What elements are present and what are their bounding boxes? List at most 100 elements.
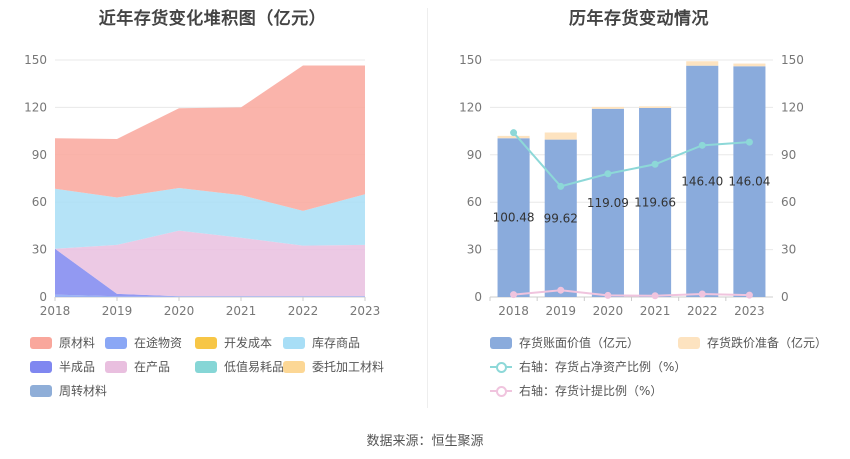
line-point xyxy=(510,129,518,137)
legend-item[interactable]: 低值易耗品 xyxy=(195,358,284,375)
legend-item[interactable]: 在途物资 xyxy=(105,334,182,351)
bar-value-label: 146.40 xyxy=(681,174,723,188)
bar-value-label: 146.04 xyxy=(728,175,770,189)
legend-item[interactable]: 库存商品 xyxy=(283,334,360,351)
panel-divider xyxy=(427,8,428,408)
bar-book-value xyxy=(591,108,624,297)
legend-label: 存货账面价值（亿元） xyxy=(519,336,640,350)
y-tick-label: 120 xyxy=(24,100,47,114)
x-tick-label: 2019 xyxy=(545,304,576,318)
bar-value-label: 100.48 xyxy=(493,211,535,225)
legend-swatch xyxy=(105,336,127,349)
line-point xyxy=(698,141,706,149)
legend-label: 委托加工材料 xyxy=(312,360,385,374)
legend-item[interactable]: 存货账面价值（亿元） xyxy=(490,334,639,351)
legend-item[interactable]: 原材料 xyxy=(30,334,95,351)
y-tick-label: 150 xyxy=(459,53,482,67)
bar-impairment xyxy=(686,61,719,66)
legend-item[interactable]: 委托加工材料 xyxy=(283,358,384,375)
left-chart-title: 近年存货变化堆积图（亿元） xyxy=(98,9,327,29)
line-point xyxy=(557,182,565,190)
area-series-在产品 xyxy=(55,230,365,297)
area-series-半成品 xyxy=(55,248,365,297)
line-point xyxy=(651,292,659,300)
y-tick-label: 0 xyxy=(39,290,47,304)
x-tick-label: 2023 xyxy=(734,304,765,318)
legend-swatch xyxy=(490,336,512,349)
y2-tick-label: 0 xyxy=(781,290,789,304)
line-point xyxy=(557,286,565,294)
y2-tick-label: 120 xyxy=(781,100,804,114)
y-tick-label: 30 xyxy=(32,243,47,257)
area-series-在途物资 xyxy=(55,294,365,297)
y-tick-label: 150 xyxy=(24,53,47,67)
line-point xyxy=(745,291,753,299)
x-tick-label: 2021 xyxy=(640,304,671,318)
x-tick-label: 2018 xyxy=(40,304,71,318)
bar-impairment xyxy=(639,106,672,108)
line-provision-ratio xyxy=(513,289,750,297)
bar-value-label: 99.62 xyxy=(544,211,578,225)
x-tick-label: 2019 xyxy=(102,304,133,318)
legend-swatch xyxy=(195,360,217,373)
legend-label: 开发成本 xyxy=(224,336,273,350)
legend-item[interactable]: 右轴：存货占净资产比例（%） xyxy=(490,358,686,375)
bar-impairment xyxy=(733,63,766,67)
bar-book-value xyxy=(733,66,766,297)
y-tick-label: 0 xyxy=(474,290,482,304)
bar-impairment xyxy=(497,135,530,139)
line-point xyxy=(604,170,612,178)
legend-item[interactable]: 开发成本 xyxy=(195,334,272,351)
y-tick-label: 60 xyxy=(32,195,47,209)
line-point xyxy=(510,291,518,299)
legend-swatch xyxy=(30,384,52,397)
right-chart-panel: 历年存货变动情况 0 30 60 90 120 150 0 30 60 90 120 150 100.4… xyxy=(428,0,850,410)
y2-tick-label: 60 xyxy=(781,195,796,209)
stacked-area-chart: 0 30 60 90 120 150 2018 2019 2020 2021 2022 2023 xyxy=(24,53,380,318)
legend-label: 周转材料 xyxy=(59,384,108,398)
legend-item[interactable]: 存货跌价准备（亿元） xyxy=(678,334,827,351)
inventory-bar-line-chart: 0 30 60 90 120 150 0 30 60 90 120 150 100.48 2018 99.6… xyxy=(459,53,804,318)
y2-tick-label: 150 xyxy=(781,53,804,67)
data-source-note: 数据来源：恒生聚源 xyxy=(366,434,484,449)
legend-item[interactable]: 右轴：存货计提比例（%） xyxy=(490,382,662,399)
line-point xyxy=(604,291,612,299)
y-tick-label: 120 xyxy=(459,100,482,114)
y-tick-label: 60 xyxy=(467,195,482,209)
left-chart-panel: 近年存货变化堆积图（亿元） 0 30 60 90 120 150 2018 2019 2020 2… xyxy=(0,0,425,410)
legend-item[interactable]: 周转材料 xyxy=(30,382,107,399)
bar-value-label: 119.09 xyxy=(587,196,629,210)
legend-swatch xyxy=(30,360,52,373)
legend-label: 右轴：存货占净资产比例（%） xyxy=(519,360,687,374)
line-net-asset-ratio xyxy=(512,132,750,188)
line-point xyxy=(651,160,659,168)
legend-swatch xyxy=(283,336,305,349)
legend-swatch xyxy=(678,336,700,349)
x-tick-label: 2022 xyxy=(687,304,718,318)
bar-book-value xyxy=(544,139,577,297)
bar-book-value xyxy=(686,65,719,297)
right-chart-title: 历年存货变动情况 xyxy=(569,9,709,29)
legend-swatch xyxy=(30,336,52,349)
legend-label: 半成品 xyxy=(59,360,96,374)
legend-label: 在产品 xyxy=(134,360,171,374)
bar-value-label: 119.66 xyxy=(634,195,676,209)
legend-swatch xyxy=(105,360,127,373)
legend-item[interactable]: 在产品 xyxy=(105,358,170,375)
legend-item[interactable]: 半成品 xyxy=(30,358,95,375)
legend-label: 库存商品 xyxy=(312,336,361,350)
legend-label: 低值易耗品 xyxy=(224,360,285,374)
x-tick-label: 2021 xyxy=(226,304,257,318)
y-tick-label: 30 xyxy=(467,243,482,257)
bar-book-value xyxy=(497,138,530,297)
legend-swatch xyxy=(195,336,217,349)
area-series-库存商品 xyxy=(55,187,365,249)
legend-label: 在途物资 xyxy=(134,336,183,350)
bar-book-value xyxy=(639,107,672,298)
legend-swatch xyxy=(490,360,512,374)
x-tick-label: 2018 xyxy=(498,304,529,318)
x-tick-label: 2020 xyxy=(164,304,195,318)
line-point xyxy=(745,138,753,146)
bar-impairment xyxy=(544,132,577,140)
line-point xyxy=(698,290,706,298)
